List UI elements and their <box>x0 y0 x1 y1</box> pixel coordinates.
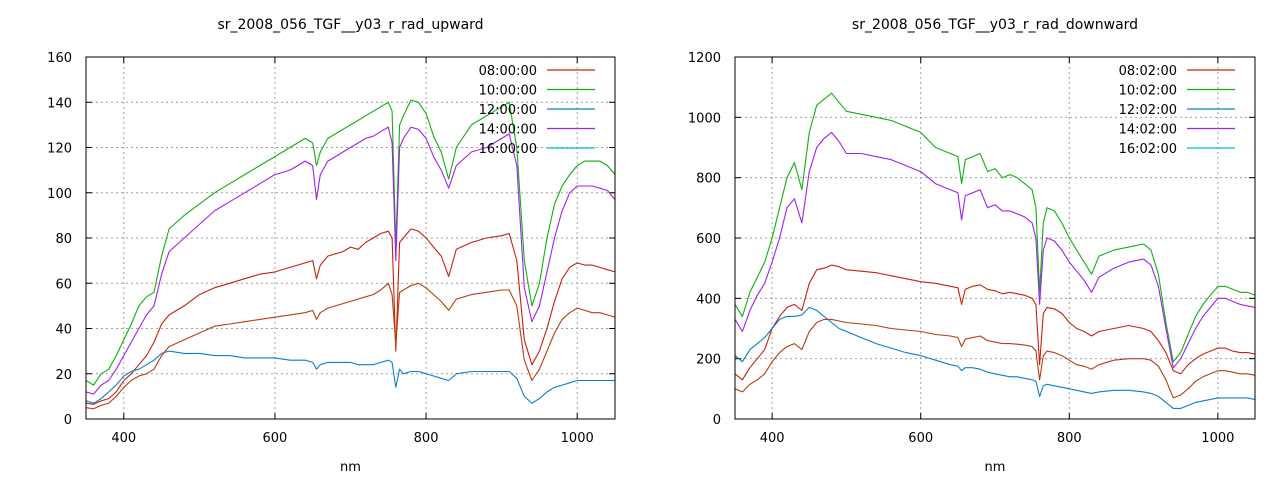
series-line-080200 <box>735 264 1255 381</box>
x-tick-label: 1000 <box>1201 431 1234 446</box>
series-line-140200 <box>735 131 1255 369</box>
legend-label: 16:00:00 <box>479 142 537 157</box>
y-tick-label: 1200 <box>688 51 721 66</box>
y-tick-label: 1000 <box>688 111 721 126</box>
x-tick-label: 400 <box>111 431 136 446</box>
series-line-080000 <box>86 228 615 405</box>
chart-title: sr_2008_056_TGF__y03_r_rad_upward <box>217 17 483 33</box>
y-tick-label: 0 <box>64 413 72 428</box>
legend-label: 10:00:00 <box>479 84 537 99</box>
y-tick-label: 140 <box>47 96 72 111</box>
y-tick-label: 200 <box>696 353 721 368</box>
x-tick-label: 600 <box>263 431 288 446</box>
x-axis-label: nm <box>340 460 361 475</box>
y-tick-label: 400 <box>696 292 721 307</box>
legend-label: 10:02:00 <box>1119 84 1177 99</box>
chart-2: sr_2008_056_TGF__y03_r_rad_downward 400 60… <box>688 17 1256 475</box>
chart-title: sr_2008_056_TGF__y03_r_rad_downward <box>852 17 1138 33</box>
y-tick-label: 60 <box>55 277 72 292</box>
series-line-100000 <box>86 99 615 386</box>
y-tick-label: 120 <box>47 142 72 157</box>
y-tick-label: 600 <box>696 232 721 247</box>
plot-frame <box>734 56 1256 420</box>
series-line-120000 <box>86 350 615 404</box>
x-tick-label: 600 <box>908 431 933 446</box>
series-line-140000 <box>86 126 615 395</box>
legend-label: 12:02:00 <box>1119 103 1177 118</box>
y-tick-label: 40 <box>55 323 72 338</box>
series-line-120200 <box>735 306 1255 409</box>
y-tick-label: 160 <box>47 51 72 66</box>
x-tick-label: 400 <box>760 431 785 446</box>
x-tick-label: 800 <box>1057 431 1082 446</box>
y-tick-label: 80 <box>55 232 72 247</box>
legend-label: 14:02:00 <box>1119 123 1177 138</box>
plot-frame <box>85 56 616 420</box>
legend-label: 12:00:00 <box>479 103 537 118</box>
x-tick-label: 800 <box>414 431 439 446</box>
series-line-100200 <box>735 92 1255 363</box>
legend-label: 16:02:00 <box>1119 142 1177 157</box>
x-axis-label: nm <box>985 460 1006 475</box>
y-tick-label: 800 <box>696 172 721 187</box>
y-tick-label: 100 <box>47 187 72 202</box>
series-line-unlabeled-5 <box>735 318 1255 399</box>
series-line-unlabeled-5 <box>86 282 615 410</box>
x-tick-label: 1000 <box>561 431 594 446</box>
y-tick-label: 0 <box>713 413 721 428</box>
legend-label: 08:00:00 <box>479 64 537 79</box>
legend-label: 14:00:00 <box>479 123 537 138</box>
y-tick-label: 20 <box>55 368 72 383</box>
legend-label: 08:02:00 <box>1119 64 1177 79</box>
